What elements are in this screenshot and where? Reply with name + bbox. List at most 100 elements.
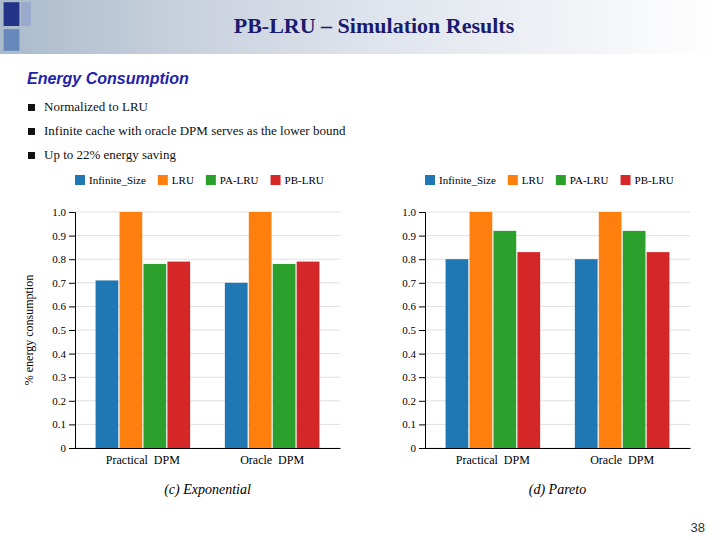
bar [96,280,119,448]
bullet-marker [28,104,35,111]
y-tick-label: 0.1 [402,418,416,430]
legend-item: PB-LRU [621,174,674,186]
x-tick-label: Practical DPM [456,453,530,467]
header-square [21,2,31,26]
y-tick-label: 0.8 [402,253,416,265]
legend: Infinite_Size LRU PA-LRU PB-LRU [425,174,674,186]
y-tick-mark [69,448,75,449]
legend-label: PB-LRU [635,174,674,186]
y-tick-label: 0.9 [52,230,66,242]
slide: PB-LRU – Simulation ResultsEnergy Consum… [0,0,720,540]
legend-item: Infinite_Size [425,174,496,186]
grid [425,212,690,448]
header-square [4,2,20,26]
legend-swatch [271,175,281,185]
y-tick-label: 1.0 [52,206,66,218]
bar [493,231,516,448]
y-tick-label: 0.3 [52,371,66,383]
grid-line [75,259,340,260]
bar [623,231,646,448]
grid-line [75,212,340,213]
legend-label: Infinite_Size [89,174,146,186]
y-tick: 0 [411,442,426,454]
y-tick: 0.1 [52,418,75,430]
bar [517,252,540,448]
y-tick: 0.9 [52,230,75,242]
bar [446,259,469,448]
legend-item: LRU [508,174,544,186]
y-tick-mark [69,306,75,307]
y-tick-label: 0.4 [52,348,66,360]
legend-item: PA-LRU [556,174,609,186]
y-tick: 0.4 [402,348,425,360]
y-tick-label: 0 [411,442,417,454]
legend-label: Infinite_Size [439,174,496,186]
legend-label: LRU [172,174,194,186]
y-tick: 1.0 [52,206,75,218]
legend-item: PA-LRU [206,174,259,186]
y-tick-label: 0.7 [52,277,66,289]
bars [96,212,320,448]
y-axis-line [419,213,426,449]
y-tick-label: 0.9 [402,230,416,242]
slide-number: 38 [691,520,705,535]
grid [75,212,340,448]
y-tick-label: 0.7 [402,277,416,289]
y-tick-label: 0.5 [52,324,66,336]
legend-label: LRU [522,174,544,186]
x-axis-line [76,448,341,449]
x-tick-label: Oracle DPM [240,453,304,467]
y-tick-label: 1.0 [402,206,416,218]
legend-swatch [75,175,85,185]
bar [297,262,320,448]
bar [470,212,493,448]
x-axis-line [426,448,691,449]
bar [273,264,296,448]
header-bar [0,0,720,54]
bullet-text: Normalized to LRU [44,99,149,114]
x-tick: Oracle DPM [590,448,654,467]
y-tick-label: 0.2 [402,395,416,407]
y-tick: 0.6 [402,300,425,312]
y-tick-mark [419,236,425,237]
y-tick-mark [419,401,425,402]
y-tick-mark [69,330,75,331]
y-tick-mark [419,377,425,378]
grid-line [75,235,340,236]
bullet-marker [28,128,35,135]
y-tick: 0.8 [52,253,75,265]
bullet-text: Up to 22% energy saving [44,147,176,162]
chart-title: (d) Pareto [529,482,586,498]
grid-line [425,212,690,213]
legend-item: LRU [158,174,194,186]
y-tick-mark [69,212,75,213]
y-tick-label: 0 [61,442,67,454]
y-tick-mark [419,424,425,425]
y-tick-mark [419,448,425,449]
bar [167,262,190,448]
y-tick: 0.5 [402,324,425,336]
y-axis-title: % energy consumption [22,275,36,385]
x-axis: Practical DPMOracle DPM [76,448,341,467]
y-tick: 1.0 [402,206,425,218]
title: PB-LRU – Simulation Results [234,13,515,38]
legend-label: PA-LRU [570,174,609,186]
bar [143,264,166,448]
y-axis: 0 0.1 0.2 0.3 0.4 0.5 0.6 0.7 0.8 0.9 1.0 [402,206,425,454]
y-tick: 0.7 [52,277,75,289]
y-tick-label: 0.3 [402,371,416,383]
chart: 00.10.20.30.40.50.60.70.80.91.0Practical… [22,174,341,498]
y-tick-mark [419,330,425,331]
y-tick: 0.7 [402,277,425,289]
y-tick-label: 0.5 [402,324,416,336]
legend: Infinite_SizeLRUPA-LRUPB-LRU [75,174,324,186]
bar [249,212,272,448]
legend-swatch [425,175,435,185]
bar [599,212,622,448]
y-tick: 0.5 [52,324,75,336]
bar [647,252,670,448]
y-tick-label: 0.4 [402,348,416,360]
y-tick-mark [419,283,425,284]
y-tick-mark [69,401,75,402]
bullet-marker [28,152,35,159]
